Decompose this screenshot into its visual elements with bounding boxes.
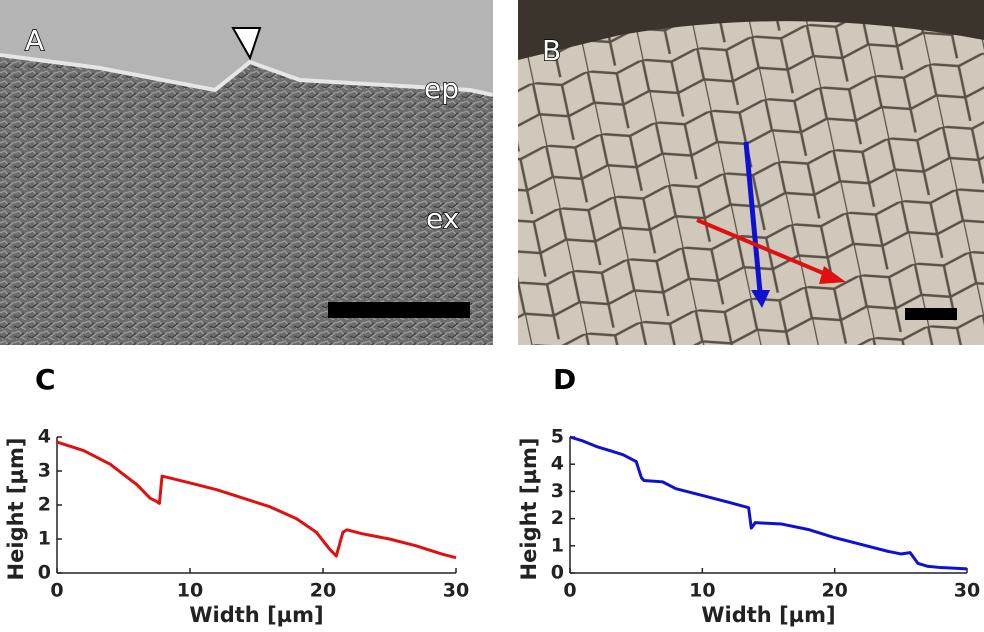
x-tick-label: 20 <box>310 580 336 602</box>
y-axis-label: Height [µm] <box>4 438 28 581</box>
data-line <box>56 440 457 560</box>
y-tick-label: 4 <box>38 426 51 448</box>
panel-a: A ep ex <box>0 0 494 345</box>
x-tick-label: 10 <box>689 580 715 602</box>
x-tick-label: 30 <box>954 580 980 602</box>
x-axis-label: Width [µm] <box>189 603 323 627</box>
panel-label: B <box>542 34 561 67</box>
y-axis-label: Height [µm] <box>517 438 541 581</box>
y-tick-label: 2 <box>38 494 51 516</box>
image-tag: ex <box>426 202 459 235</box>
x-tick-label: 20 <box>821 580 847 602</box>
panel-label: C <box>35 363 56 396</box>
panel-label: A <box>25 24 44 57</box>
y-tick-label: 3 <box>551 480 564 502</box>
x-tick-label: 0 <box>50 580 63 602</box>
x-tick-label: 30 <box>443 580 469 602</box>
y-tick-label: 1 <box>551 534 564 556</box>
y-tick-label: 5 <box>551 426 564 448</box>
panel-b: B <box>518 0 984 345</box>
y-tick-label: 0 <box>38 562 51 584</box>
data-line <box>569 435 968 571</box>
y-tick-label: 4 <box>551 453 564 475</box>
image-tag: ep <box>424 72 459 105</box>
y-tick-label: 1 <box>38 528 51 550</box>
x-axis-label: Width [µm] <box>701 603 835 627</box>
y-tick-label: 3 <box>38 460 51 482</box>
panel-label: D <box>553 363 576 396</box>
y-tick-label: 0 <box>551 562 564 584</box>
y-tick-label: 2 <box>551 507 564 529</box>
x-tick-label: 10 <box>177 580 203 602</box>
x-tick-label: 0 <box>563 580 576 602</box>
